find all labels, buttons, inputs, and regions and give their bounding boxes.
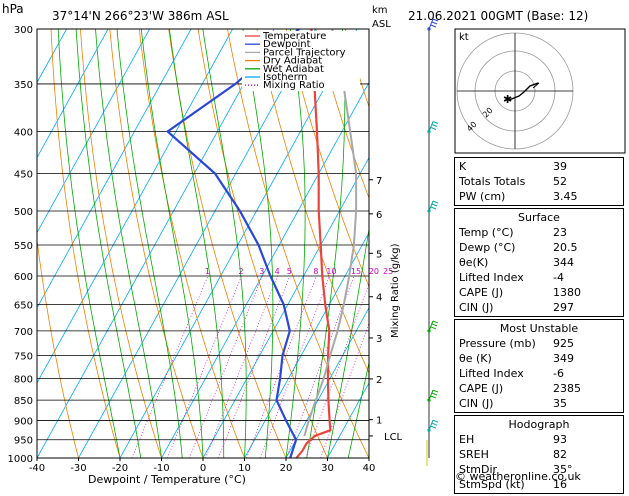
mixing-ratio-label: 4 bbox=[275, 267, 280, 276]
precipitable-water-row: PW (cm)3.45 bbox=[459, 189, 619, 204]
isotherm-line bbox=[0, 29, 233, 458]
mixing-ratio-line bbox=[189, 276, 262, 458]
asl-unit-label: ASL bbox=[372, 19, 391, 30]
mixing-ratio-label: 20 bbox=[369, 267, 379, 276]
hodograph: kt 20 40 ✱ bbox=[455, 29, 625, 153]
most-unstable-row: CAPE (J)2385 bbox=[459, 381, 619, 396]
surface-box: Surface Temp (°C)23 Dewp (°C)20.5 θe(K)3… bbox=[454, 208, 624, 317]
pressure-tick-label: 700 bbox=[14, 327, 33, 338]
surface-row: θe(K)344 bbox=[459, 255, 619, 270]
storm-motion-marker-icon: ✱ bbox=[503, 93, 512, 106]
mixing-ratio-line bbox=[167, 276, 241, 458]
pressure-tick-label: 850 bbox=[14, 396, 33, 407]
wet-adiabat-line bbox=[96, 29, 162, 458]
wind-barb-icon bbox=[429, 122, 438, 132]
wet-adiabat-line bbox=[203, 29, 246, 458]
mixing-ratio-axis-title: Mixing Ratio (g/kg) bbox=[390, 243, 401, 338]
copyright-label: © weatheronline.co.uk bbox=[455, 470, 581, 483]
datetime-label: 21.06.2021 00GMT (Base: 12) bbox=[408, 9, 588, 23]
pressure-tick-label: 750 bbox=[14, 351, 33, 362]
pressure-tick-label: 900 bbox=[14, 416, 33, 427]
height-tick-label: 2 bbox=[376, 375, 382, 386]
pressure-tick-label: 950 bbox=[14, 436, 33, 447]
isotherm-line bbox=[0, 29, 67, 458]
height-tick-label: 5 bbox=[376, 249, 382, 260]
mixing-ratio-label: 15 bbox=[351, 267, 361, 276]
height-tick-label: 3 bbox=[376, 334, 382, 345]
most-unstable-title: Most Unstable bbox=[459, 321, 619, 336]
height-tick-label: 4 bbox=[376, 293, 382, 304]
pressure-tick-label: 550 bbox=[14, 241, 33, 252]
x-axis-title: Dewpoint / Temperature (°C) bbox=[88, 473, 246, 486]
mixing-ratio-label: 1 bbox=[205, 267, 210, 276]
x-tick-label: -30 bbox=[70, 463, 86, 474]
pressure-tick-label: 650 bbox=[14, 301, 33, 312]
wind-barb-icon bbox=[429, 201, 438, 211]
pressure-tick-label: 350 bbox=[14, 80, 33, 91]
height-tick-label: 1 bbox=[376, 416, 382, 427]
surface-title: Surface bbox=[459, 210, 619, 225]
pressure-tick-label: 300 bbox=[14, 25, 33, 36]
wet-adiabat-line bbox=[286, 29, 305, 458]
wet-adiabat-line bbox=[348, 29, 435, 458]
hpa-unit-label: hPa bbox=[2, 2, 24, 16]
wind-barb-icon bbox=[429, 321, 438, 331]
pressure-axis: 300 350 400 450 500 550 600 650 700 750 800 850 900 9… bbox=[8, 25, 33, 465]
wind-barbs bbox=[427, 19, 438, 466]
hodograph-unit: kt bbox=[459, 32, 469, 43]
height-tick-label: 6 bbox=[376, 210, 382, 221]
wet-adiabat-line bbox=[58, 29, 120, 458]
sounding-profiles bbox=[168, 29, 357, 458]
x-tick-label: -40 bbox=[29, 463, 45, 474]
location-label: 37°14'N 266°23'W 386m ASL bbox=[52, 9, 229, 23]
wind-barb-icon bbox=[429, 420, 438, 430]
km-unit-label: km bbox=[372, 5, 388, 16]
mixing-ratio-label: 2 bbox=[239, 267, 244, 276]
mixing-ratio-label: 8 bbox=[313, 267, 318, 276]
x-tick-label: 40 bbox=[363, 463, 376, 474]
pressure-tick-label: 800 bbox=[14, 374, 33, 385]
dry-adiabat-line bbox=[51, 29, 120, 458]
dry-adiabat-line bbox=[198, 29, 327, 458]
pressure-tick-label: 500 bbox=[14, 207, 33, 218]
legend-label: Mixing Ratio bbox=[263, 80, 325, 91]
height-tick-label: LCL bbox=[384, 432, 403, 443]
surface-row: Temp (°C)23 bbox=[459, 225, 619, 240]
x-tick-label: 20 bbox=[280, 463, 293, 474]
x-tick-label: 30 bbox=[321, 463, 334, 474]
surface-row: Lifted Index-4 bbox=[459, 270, 619, 285]
most-unstable-row: Lifted Index-6 bbox=[459, 366, 619, 381]
pressure-tick-label: 450 bbox=[14, 169, 33, 180]
most-unstable-row: Pressure (mb)925 bbox=[459, 336, 619, 351]
hodograph-params-title: Hodograph bbox=[459, 417, 619, 432]
mixing-ratio-label: 3 bbox=[259, 267, 264, 276]
surface-row: Dewp (°C)20.5 bbox=[459, 240, 619, 255]
mixing-ratio-line bbox=[206, 276, 278, 458]
dry-adiabat-line bbox=[169, 29, 286, 458]
temperature-line bbox=[296, 29, 330, 458]
pressure-tick-label: 600 bbox=[14, 272, 33, 283]
surface-row: CAPE (J)1380 bbox=[459, 285, 619, 300]
wind-barb-icon bbox=[429, 390, 438, 400]
most-unstable-row: θe (K)349 bbox=[459, 351, 619, 366]
mixing-ratio-label: 5 bbox=[287, 267, 292, 276]
most-unstable-box: Most Unstable Pressure (mb)925 θe (K)349… bbox=[454, 319, 624, 413]
most-unstable-row: CIN (J)35 bbox=[459, 396, 619, 411]
pressure-tick-label: 400 bbox=[14, 128, 33, 139]
mixing-ratio-label: 10 bbox=[326, 267, 336, 276]
surface-row: CIN (J)297 bbox=[459, 300, 619, 315]
dewpoint-line bbox=[168, 29, 299, 458]
height-tick-label: 7 bbox=[376, 176, 382, 187]
